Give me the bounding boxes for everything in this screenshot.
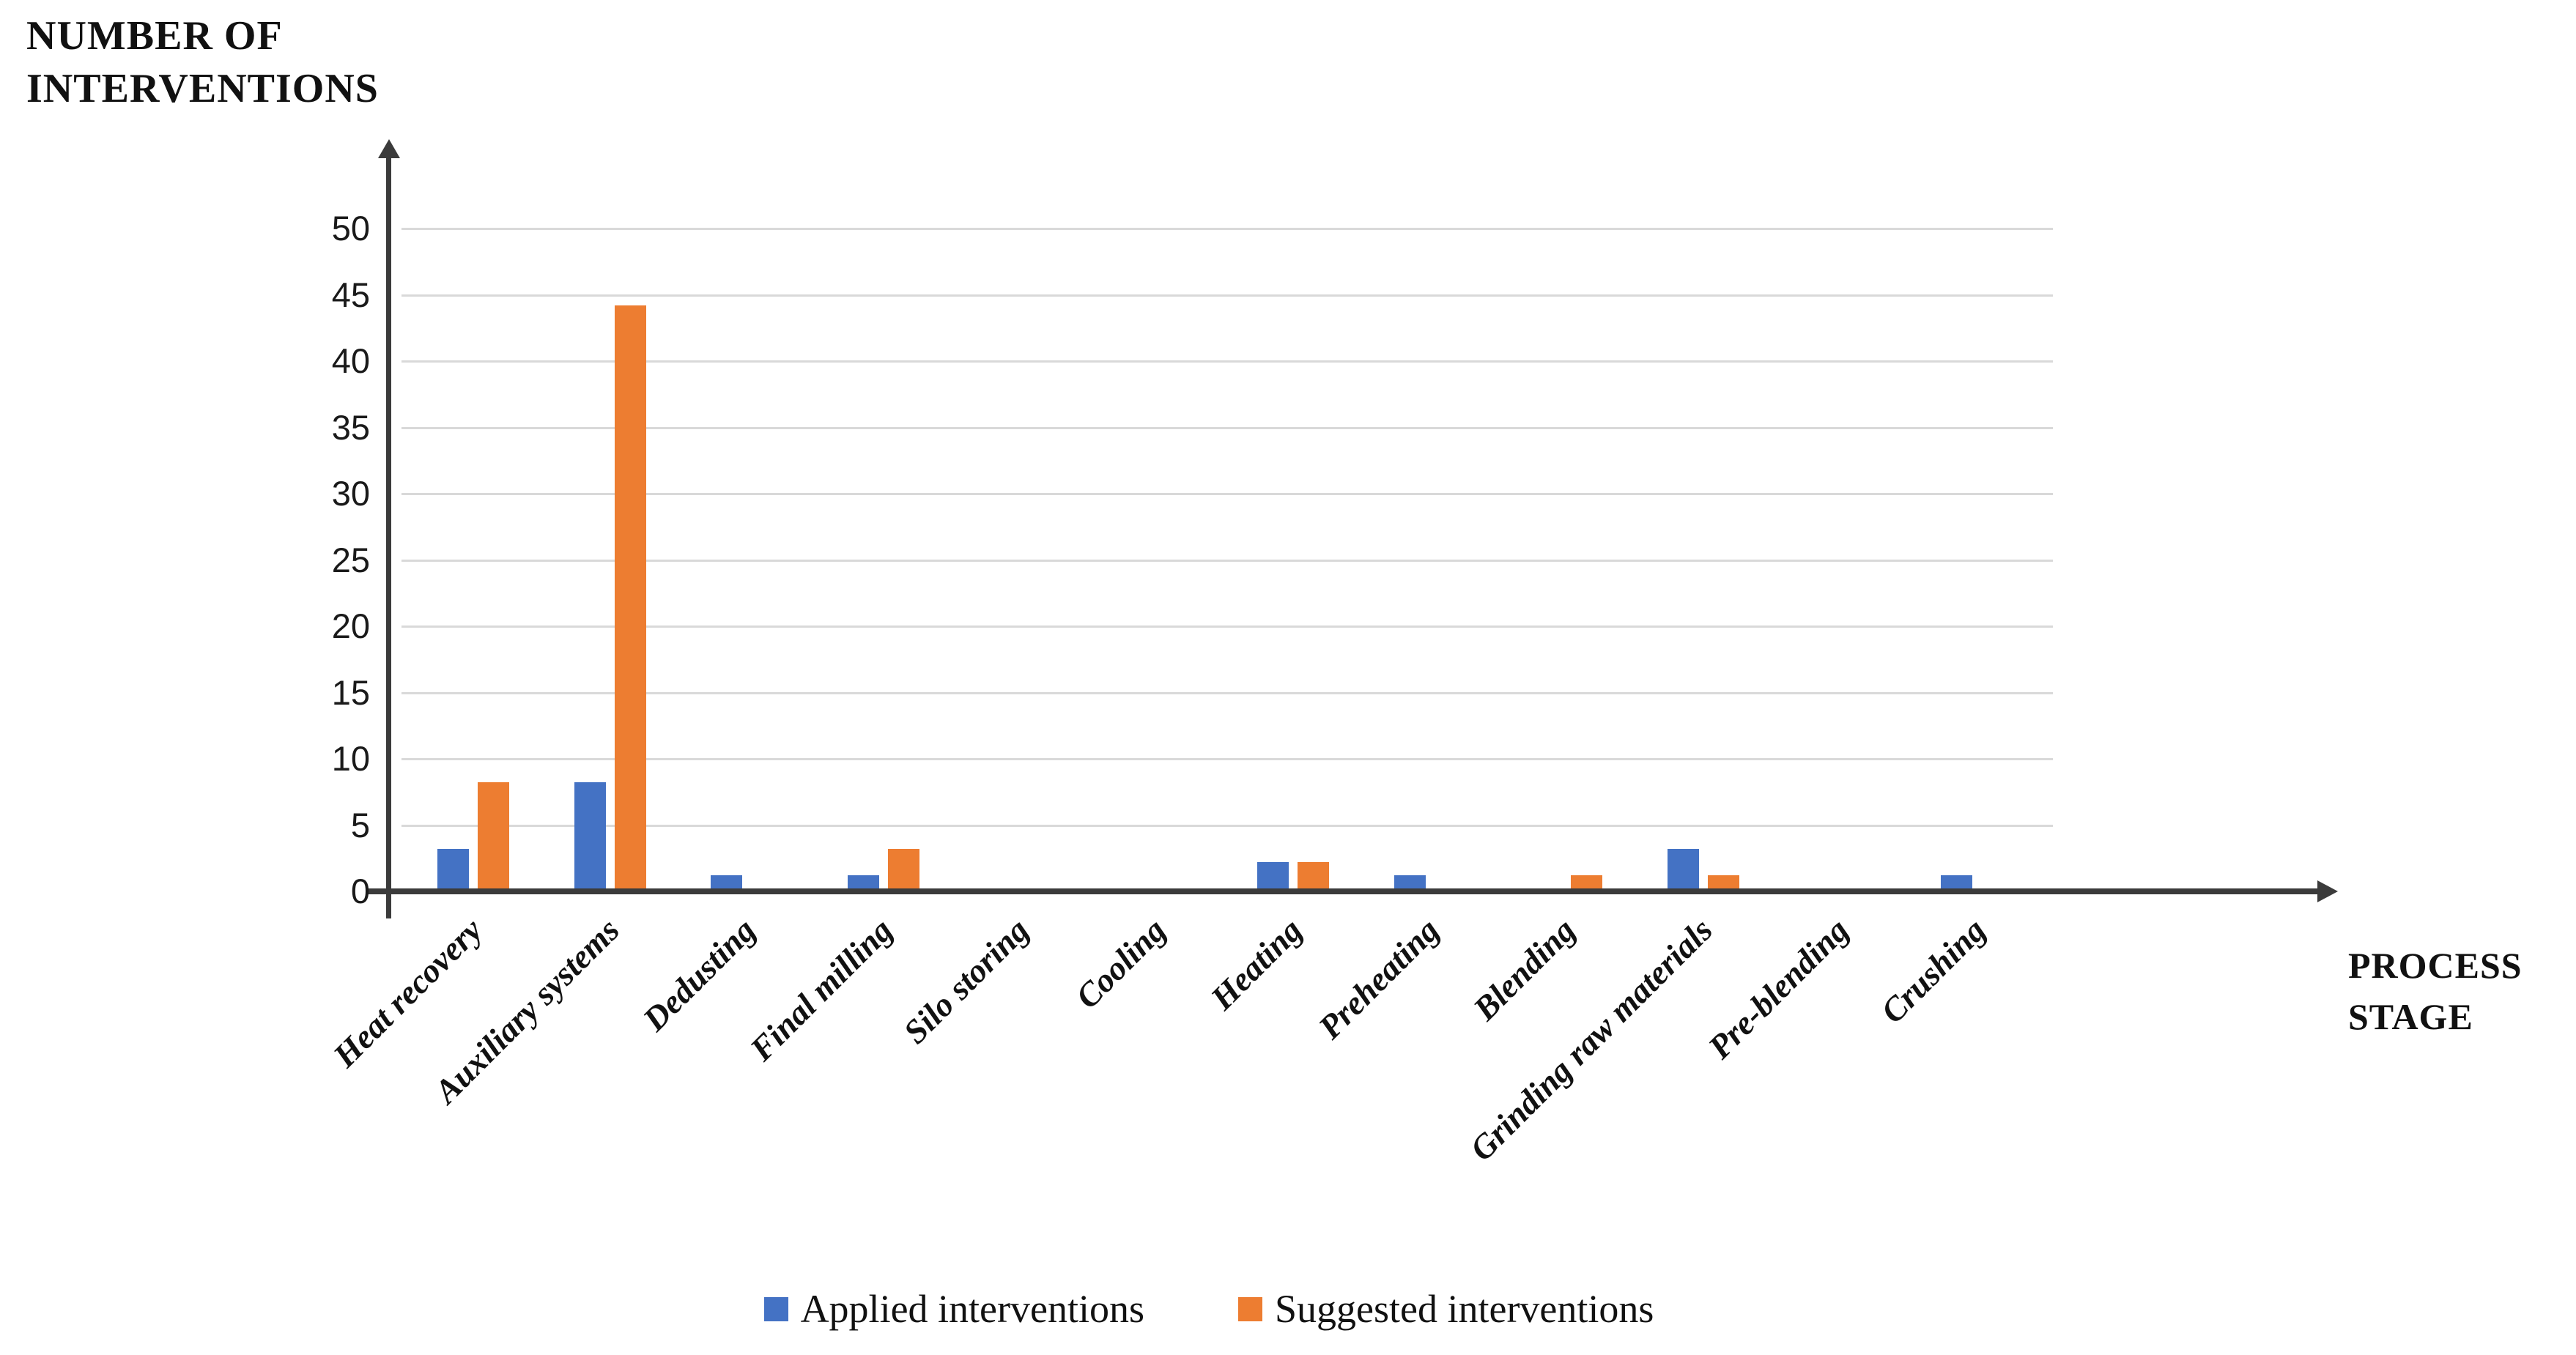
gridline bbox=[401, 426, 2053, 429]
bar-applied bbox=[711, 875, 742, 888]
bar-applied bbox=[437, 849, 469, 888]
gridline bbox=[401, 625, 2053, 628]
legend-swatch-suggested bbox=[1237, 1296, 1262, 1321]
legend-label-suggested: Suggested interventions bbox=[1274, 1287, 1654, 1331]
x-axis-arrowhead-icon bbox=[2317, 880, 2338, 902]
gridline bbox=[401, 294, 2053, 297]
y-tick-label: 15 bbox=[331, 672, 370, 712]
bar-applied bbox=[1257, 862, 1289, 888]
bar-applied bbox=[1941, 875, 1972, 888]
y-axis-arrowhead-icon bbox=[378, 139, 400, 158]
legend-item-suggested: Suggested interventions bbox=[1237, 1286, 1654, 1332]
bar-applied bbox=[1394, 875, 1426, 888]
y-tick-label: 0 bbox=[350, 872, 370, 910]
gridline bbox=[401, 824, 2053, 827]
legend: Applied interventions Suggested interven… bbox=[366, 1283, 2051, 1334]
bar-applied bbox=[574, 782, 606, 888]
bar-suggested bbox=[478, 782, 509, 888]
x-axis-line bbox=[366, 888, 2319, 894]
y-tick-label: 20 bbox=[331, 606, 370, 645]
bar-suggested bbox=[1708, 875, 1739, 888]
gridline bbox=[401, 758, 2053, 760]
bar-applied bbox=[848, 875, 879, 888]
y-tick-label: 50 bbox=[331, 209, 370, 248]
y-tick-label: 45 bbox=[331, 275, 370, 314]
y-tick-label: 30 bbox=[331, 474, 370, 513]
bar-suggested bbox=[1571, 875, 1602, 888]
y-tick-label: 35 bbox=[331, 407, 370, 447]
y-tick-label: 25 bbox=[331, 540, 370, 579]
bar-applied bbox=[1668, 849, 1699, 888]
y-tick-label: 5 bbox=[350, 805, 370, 844]
bar-suggested bbox=[615, 305, 646, 888]
legend-label-applied: Applied interventions bbox=[800, 1287, 1144, 1331]
gridline bbox=[401, 360, 2053, 363]
gridline bbox=[401, 493, 2053, 495]
gridline bbox=[401, 691, 2053, 694]
y-tick-label: 10 bbox=[331, 739, 370, 778]
y-axis-title: NUMBER OF INTERVENTIONS bbox=[26, 13, 379, 111]
bar-suggested bbox=[888, 849, 919, 888]
gridline bbox=[401, 228, 2053, 230]
y-tick-label: 40 bbox=[331, 341, 370, 380]
bar-suggested bbox=[1298, 862, 1329, 888]
y-axis-line bbox=[386, 155, 391, 918]
gridline bbox=[401, 559, 2053, 562]
legend-swatch-applied bbox=[763, 1296, 788, 1321]
x-axis-title: PROCESS STAGE bbox=[2348, 945, 2523, 1037]
legend-item-applied: Applied interventions bbox=[763, 1286, 1144, 1332]
